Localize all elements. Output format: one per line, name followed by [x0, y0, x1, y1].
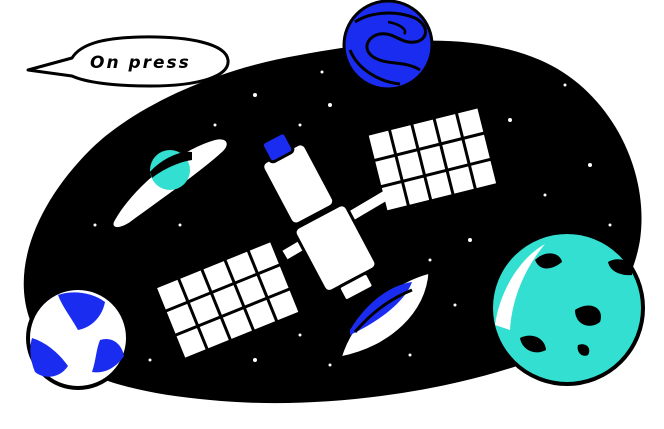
moon-icon: [489, 230, 645, 386]
planet-icon: [26, 286, 130, 390]
speech-bubble-text: On press: [90, 53, 191, 73]
planet-icon: [342, 0, 434, 91]
speech-bubble-icon: On press: [26, 35, 230, 88]
satellite-icon: [153, 104, 500, 362]
rocket-icon: [337, 270, 432, 360]
ringed-planet-icon: [113, 139, 227, 228]
